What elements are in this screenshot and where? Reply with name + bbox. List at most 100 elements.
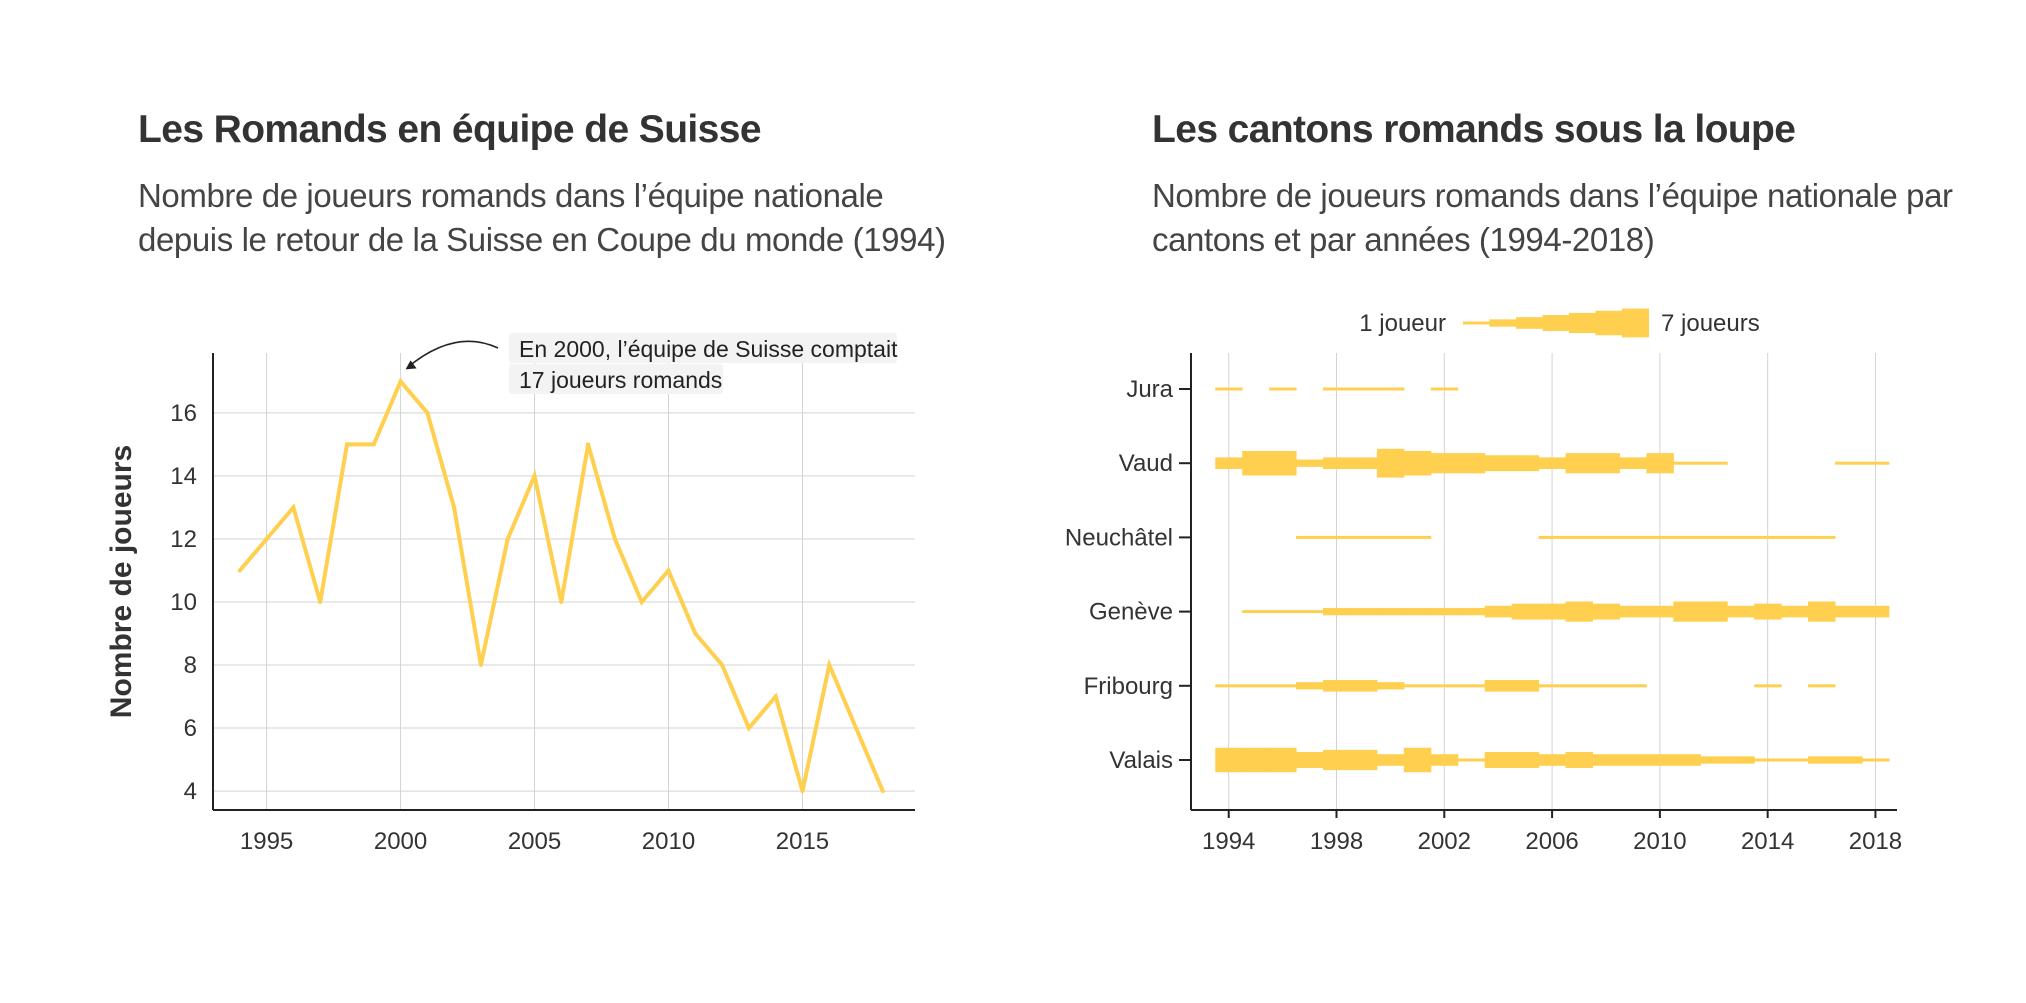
right-chart-title: Les cantons romands sous la loupe (1152, 108, 1796, 151)
canton-band-segment (1430, 684, 1459, 688)
canton-band-segment (1592, 453, 1620, 474)
canton-band-segment (1727, 756, 1755, 764)
canton-band-segment (1565, 453, 1594, 474)
canton-band-segment (1754, 758, 1782, 762)
canton-band-segment (1646, 535, 1674, 539)
canton-band-segment (1646, 605, 1674, 618)
data-point (344, 442, 349, 447)
y-tick-label: 12 (170, 526, 197, 553)
data-point (291, 505, 296, 510)
canton-band-segment (1296, 459, 1324, 467)
canton-band-segment (1781, 758, 1809, 762)
y-tick-label: 8 (184, 652, 197, 679)
data-point (586, 442, 591, 447)
canton-band-segment (1215, 387, 1243, 391)
y-tick-label: 14 (170, 463, 197, 490)
canton-band-segment (1269, 450, 1297, 476)
canton-band-segment (1457, 684, 1486, 688)
canton-band-segment (1619, 457, 1647, 469)
data-point (720, 663, 725, 668)
canton-band-segment (1269, 747, 1297, 773)
canton-band-segment (1484, 680, 1513, 692)
canton-band-segment (1349, 680, 1378, 692)
x-tick-label: 2014 (1741, 828, 1794, 855)
canton-band-segment (1349, 535, 1378, 539)
data-point (854, 726, 859, 731)
annotation-text-line-2: 17 joueurs romands (519, 367, 722, 393)
data-point (398, 379, 403, 384)
canton-band-segment (1403, 747, 1432, 773)
canton-band-segment (1242, 610, 1270, 614)
canton-band-segment (1215, 684, 1243, 688)
canton-band-segment (1511, 603, 1540, 620)
data-point (559, 599, 564, 604)
left-subtitle-line-1: Nombre de joueurs romands dans l’équipe … (138, 177, 884, 214)
canton-band-segment (1323, 387, 1351, 391)
canton-band-segment (1376, 535, 1405, 539)
x-tick-label: 1995 (240, 828, 293, 855)
canton-band-segment (1754, 535, 1782, 539)
y-tick-label: 16 (170, 400, 197, 427)
data-point (478, 663, 483, 668)
canton-band-segment (1754, 684, 1782, 688)
canton-band-segment (1861, 758, 1890, 762)
canton-band-segment (1619, 535, 1647, 539)
canton-band-segment (1646, 453, 1674, 474)
canton-band-segment (1376, 448, 1405, 478)
x-tick-label: 2005 (508, 828, 561, 855)
data-point (639, 599, 644, 604)
canton-band-segment (1700, 461, 1728, 465)
canton-band-segment (1269, 684, 1297, 688)
x-tick-label: 2000 (374, 828, 427, 855)
canton-band-segment (1565, 535, 1594, 539)
canton-band-segment (1565, 752, 1594, 768)
canton-label: Jura (1126, 376, 1173, 403)
canton-band-segment (1700, 601, 1728, 622)
canton-band-segment (1457, 453, 1486, 474)
x-tick-label: 1998 (1310, 828, 1363, 855)
legend-band-step (1542, 315, 1570, 331)
data-point (827, 663, 832, 668)
canton-band-segment (1835, 756, 1863, 764)
legend-max-label: 7 joueurs (1661, 310, 1760, 337)
canton-band-segment (1296, 535, 1324, 539)
canton-band-segment (1403, 607, 1432, 616)
canton-label: Valais (1109, 747, 1173, 774)
canton-band-segment (1323, 457, 1351, 469)
legend-band-step (1622, 308, 1649, 338)
canton-label: Genève (1089, 599, 1173, 626)
canton-band-segment (1565, 601, 1594, 622)
canton-band-segment (1484, 455, 1513, 472)
right-subtitle-line-1: Nombre de joueurs romands dans l’équipe … (1152, 177, 1953, 214)
canton-band-segment (1673, 754, 1701, 766)
canton-band-segment (1430, 607, 1459, 616)
canton-band-segment (1700, 756, 1728, 764)
data-point (612, 536, 617, 541)
left-chart-title: Les Romands en équipe de Suisse (138, 108, 762, 151)
data-point (532, 473, 537, 478)
canton-band-segment (1592, 754, 1620, 766)
right-panel-header: Les cantons romands sous la loupe Nombre… (1152, 108, 1972, 262)
canton-band-segment (1808, 601, 1836, 622)
data-point (237, 568, 242, 573)
canton-band-segment (1808, 756, 1836, 764)
canton-band-segment (1727, 535, 1755, 539)
y-tick-label: 10 (170, 589, 197, 616)
canton-band-segment (1269, 610, 1297, 614)
canton-band-segment (1619, 754, 1647, 766)
canton-label: Fribourg (1084, 673, 1173, 700)
right-subtitle-line-2: cantons et par années (1994-2018) (1152, 221, 1655, 258)
canton-band-segment (1296, 610, 1324, 614)
canton-band-segment (1484, 752, 1513, 768)
data-point (371, 442, 376, 447)
canton-band-segment (1242, 747, 1270, 773)
canton-band-segment (1754, 603, 1782, 620)
data-point (773, 694, 778, 699)
data-point (880, 789, 885, 794)
y-tick-label: 4 (184, 778, 197, 805)
canton-band-segment (1296, 752, 1324, 768)
canton-band-segment (1592, 535, 1620, 539)
canton-band-segment (1861, 461, 1890, 465)
